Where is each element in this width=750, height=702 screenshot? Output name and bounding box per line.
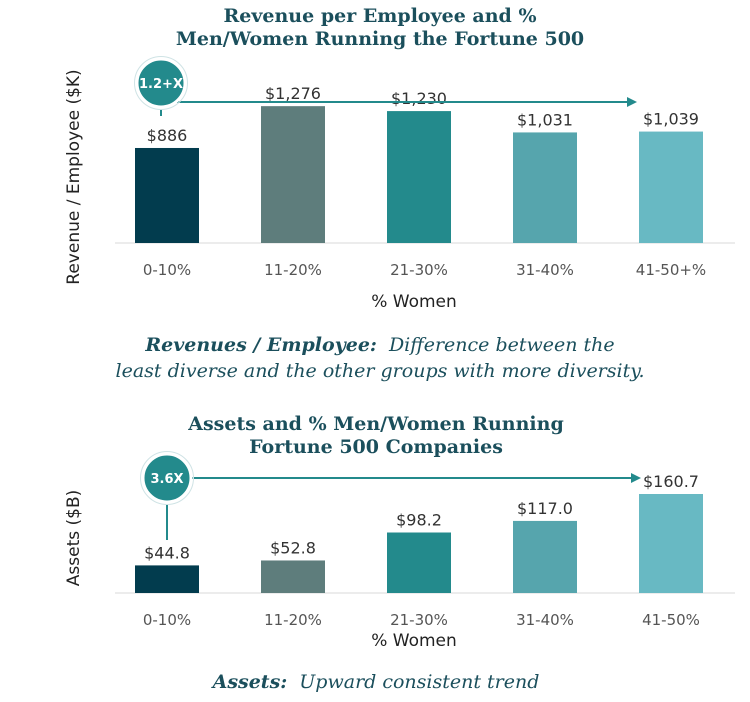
bar-0-10%	[135, 147, 199, 243]
bar-31-40%	[513, 520, 577, 593]
data-label: $1,031	[517, 110, 573, 129]
bars	[135, 494, 703, 593]
bar-0-10%	[135, 565, 199, 593]
bar-11-20%	[261, 106, 325, 243]
bars	[135, 106, 703, 243]
data-label: $98.2	[396, 511, 442, 530]
badge-label: 1.2+X	[139, 77, 183, 92]
x-tick-label: 21-30%	[390, 261, 448, 279]
badge-label: 3.6X	[150, 472, 183, 487]
x-tick-label: 31-40%	[516, 611, 574, 629]
comparison-arrow	[166, 473, 641, 540]
chart-title-line-2: Fortune 500 Companies	[249, 436, 503, 458]
bar-41-50%	[639, 494, 703, 593]
x-tick-label: 31-40%	[516, 261, 574, 279]
x-tick-label: 0-10%	[143, 611, 191, 629]
bar-41-50+%	[639, 131, 703, 243]
y-axis-label: Revenue / Employee ($K)	[64, 69, 84, 284]
data-label: $44.8	[144, 543, 190, 562]
chart-title-line-1: Revenue per Employee and %	[223, 5, 536, 27]
data-label: $1,039	[643, 110, 699, 129]
bar-21-30%	[387, 532, 451, 593]
data-label: $52.8	[270, 538, 316, 557]
badge-outline	[140, 451, 194, 505]
revenue-chart: Revenue per Employee and % Men/Women Run…	[64, 5, 735, 382]
caption-text: Difference between the	[388, 334, 615, 356]
arrow-head	[627, 97, 637, 107]
x-tick-label: 11-20%	[264, 261, 322, 279]
arrow-head	[631, 473, 641, 483]
comparison-arrow	[160, 97, 637, 116]
x-tick-labels: 0-10% 11-20% 21-30% 31-40% 41-50+%	[143, 261, 706, 279]
bar-21-30%	[387, 111, 451, 243]
data-label: $1,230	[391, 89, 447, 108]
x-tick-labels: 0-10% 11-20% 21-30% 31-40% 41-50%	[143, 611, 700, 629]
chart-title-line-1: Assets and % Men/Women Running	[187, 413, 564, 435]
caption-text: Upward consistent trend	[299, 671, 539, 693]
caption-bold: Assets:	[211, 671, 288, 693]
data-label: $117.0	[517, 499, 573, 518]
data-labels: $886 $1,276 $1,230 $1,031 $1,039	[147, 84, 699, 145]
x-tick-label: 41-50+%	[636, 261, 706, 279]
x-axis-label: % Women	[371, 292, 457, 312]
x-tick-label: 41-50%	[642, 611, 700, 629]
y-axis-label: Assets ($B)	[64, 490, 84, 586]
badge-outline	[134, 56, 188, 110]
bar-11-20%	[261, 560, 325, 593]
bar-31-40%	[513, 132, 577, 243]
chart-title-line-2: Men/Women Running the Fortune 500	[176, 28, 584, 50]
caption-line-1: Revenues / Employee: Difference between t…	[144, 334, 614, 356]
x-tick-label: 21-30%	[390, 611, 448, 629]
data-labels: $44.8 $52.8 $98.2 $117.0 $160.7	[144, 472, 699, 562]
data-label: $160.7	[643, 472, 699, 491]
badge-circle	[135, 57, 187, 109]
multiplier-badge: 1.2+X	[134, 56, 188, 110]
caption-bold: Revenues / Employee:	[144, 334, 377, 356]
multiplier-badge: 3.6X	[140, 451, 194, 505]
data-label: $886	[147, 126, 188, 145]
x-tick-label: 0-10%	[143, 261, 191, 279]
badge-circle	[141, 452, 193, 504]
x-tick-label: 11-20%	[264, 611, 322, 629]
x-axis-label: % Women	[371, 631, 457, 651]
data-label: $1,276	[265, 84, 321, 103]
assets-chart: Assets and % Men/Women Running Fortune 5…	[64, 413, 735, 693]
caption-line-2: least diverse and the other groups with …	[116, 360, 645, 382]
caption-line-1: Assets: Upward consistent trend	[211, 671, 540, 693]
